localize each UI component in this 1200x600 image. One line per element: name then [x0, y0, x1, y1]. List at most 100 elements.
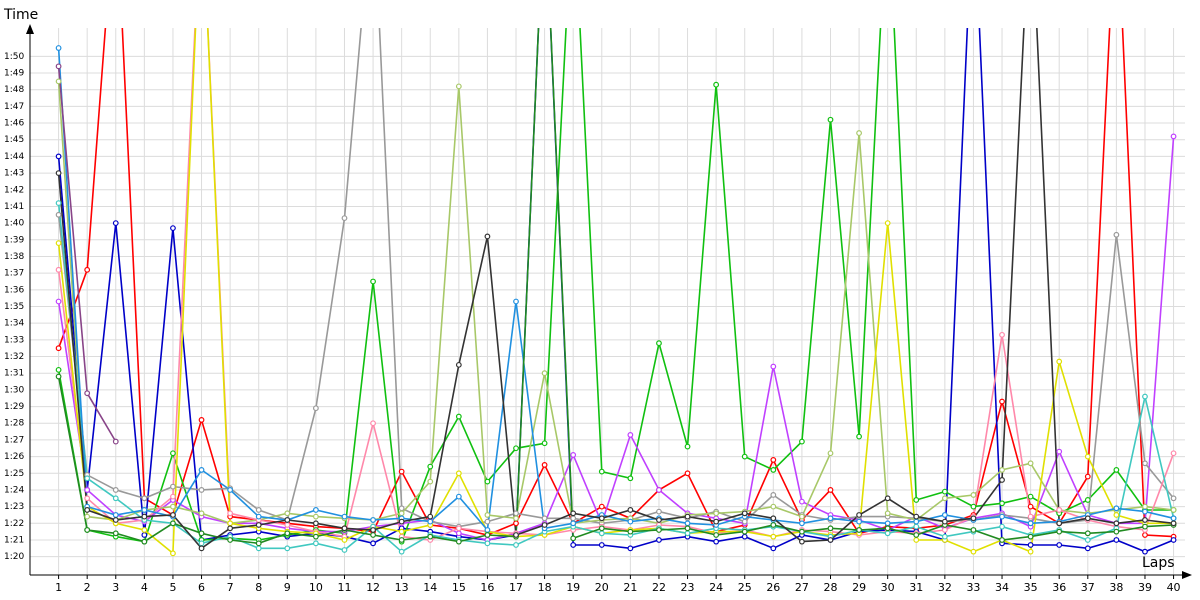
- lap-point: [999, 523, 1005, 530]
- x-tick-label: 33: [966, 581, 980, 594]
- lap-point: [1142, 508, 1148, 515]
- lap-point: [970, 548, 977, 555]
- y-tick-label: 1:37: [4, 269, 24, 279]
- lap-point: [1142, 517, 1148, 523]
- x-tick-label: 12: [366, 581, 380, 594]
- lap-point: [741, 533, 748, 540]
- lap-point: [84, 495, 91, 502]
- lap-point: [455, 493, 462, 500]
- lap-point: [770, 363, 777, 370]
- lap-point: [999, 513, 1005, 520]
- lap-point: [1056, 507, 1063, 513]
- x-axis-arrow: [1182, 571, 1192, 579]
- y-axis-label: Time: [3, 7, 38, 23]
- lap-point: [341, 525, 348, 532]
- lap-point: [799, 528, 805, 535]
- lap-point: [627, 545, 634, 552]
- lap-point: [627, 518, 634, 525]
- x-tick-label: 16: [480, 581, 494, 594]
- lap-point: [656, 537, 662, 543]
- lap-point: [913, 497, 920, 503]
- x-tick-label: 18: [538, 581, 552, 594]
- lap-point: [255, 540, 262, 547]
- lap-point: [627, 507, 634, 513]
- lap-point: [141, 532, 148, 538]
- lap-point: [55, 266, 62, 273]
- lap-point: [112, 220, 119, 227]
- lap-point: [827, 525, 834, 532]
- lap-point: [112, 487, 119, 493]
- lap-point: [1056, 528, 1063, 535]
- x-tick-label: 38: [1109, 581, 1123, 594]
- lap-point: [455, 530, 462, 537]
- series-line: [57, 28, 1174, 550]
- lap-point: [1170, 507, 1177, 513]
- series-line: [57, 28, 1174, 543]
- lap-point: [1170, 537, 1177, 543]
- x-tick-label: 23: [681, 581, 695, 594]
- y-tick-label: 1:41: [4, 202, 24, 212]
- lap-point: [398, 548, 405, 555]
- x-tick-label: 9: [284, 581, 291, 594]
- y-tick-label: 1:20: [4, 552, 24, 562]
- lap-point: [1084, 497, 1091, 503]
- lap-point: [370, 420, 376, 427]
- lap-point: [170, 512, 176, 518]
- y-tick-label: 1:46: [4, 119, 24, 129]
- y-tick-label: 1:28: [4, 419, 24, 429]
- x-tick-label: 31: [909, 581, 923, 594]
- lap-point: [198, 467, 205, 473]
- x-tick-label: 17: [509, 581, 523, 594]
- y-tick-label: 1:25: [4, 469, 24, 479]
- lap-point: [198, 417, 205, 423]
- lap-point: [55, 366, 62, 373]
- lap-point: [484, 518, 491, 525]
- lap-point: [398, 537, 405, 543]
- lap-point: [312, 533, 319, 540]
- x-tick-label: 4: [141, 581, 148, 594]
- series-line: [57, 28, 1174, 553]
- series-line: [57, 28, 1175, 541]
- x-tick-label: 19: [566, 581, 580, 594]
- lap-point: [856, 518, 862, 525]
- y-tick-label: 1:31: [4, 369, 24, 379]
- y-tick-label: 1:42: [4, 185, 24, 195]
- lap-point: [1027, 460, 1034, 467]
- lap-point: [913, 518, 920, 525]
- lap-point: [398, 518, 405, 525]
- lap-point: [770, 515, 777, 522]
- lap-point: [713, 510, 720, 517]
- lap-point: [770, 467, 777, 473]
- lap-point: [427, 463, 434, 470]
- lap-point: [856, 512, 862, 518]
- lap-point: [312, 507, 319, 513]
- lap-point: [513, 510, 519, 517]
- y-tick-label: 1:30: [4, 385, 24, 395]
- lap-point: [1170, 450, 1177, 457]
- lap-point: [970, 527, 977, 533]
- x-tick-label: 34: [995, 581, 1009, 594]
- x-axis-label: Laps: [1142, 555, 1175, 571]
- lap-point: [141, 538, 148, 545]
- lap-point: [570, 452, 577, 458]
- x-tick-label: 21: [623, 581, 637, 594]
- lap-point: [770, 545, 777, 552]
- lap-point: [255, 545, 262, 552]
- lap-point: [1142, 523, 1148, 530]
- lap-point: [1113, 537, 1120, 543]
- x-tick-label: 20: [595, 581, 609, 594]
- lap-point: [312, 405, 319, 412]
- lap-point: [112, 438, 119, 445]
- lap-point: [741, 528, 748, 535]
- lap-point: [656, 340, 662, 347]
- lap-point: [999, 477, 1005, 483]
- lap-point: [1142, 532, 1148, 538]
- x-tick-label: 37: [1081, 581, 1095, 594]
- x-tick-label: 3: [112, 581, 119, 594]
- lap-point: [398, 510, 405, 517]
- lap-point: [312, 520, 319, 527]
- lap-point: [970, 492, 977, 498]
- lap-point: [970, 503, 977, 510]
- lap-point: [999, 331, 1005, 338]
- lap-point: [370, 540, 376, 547]
